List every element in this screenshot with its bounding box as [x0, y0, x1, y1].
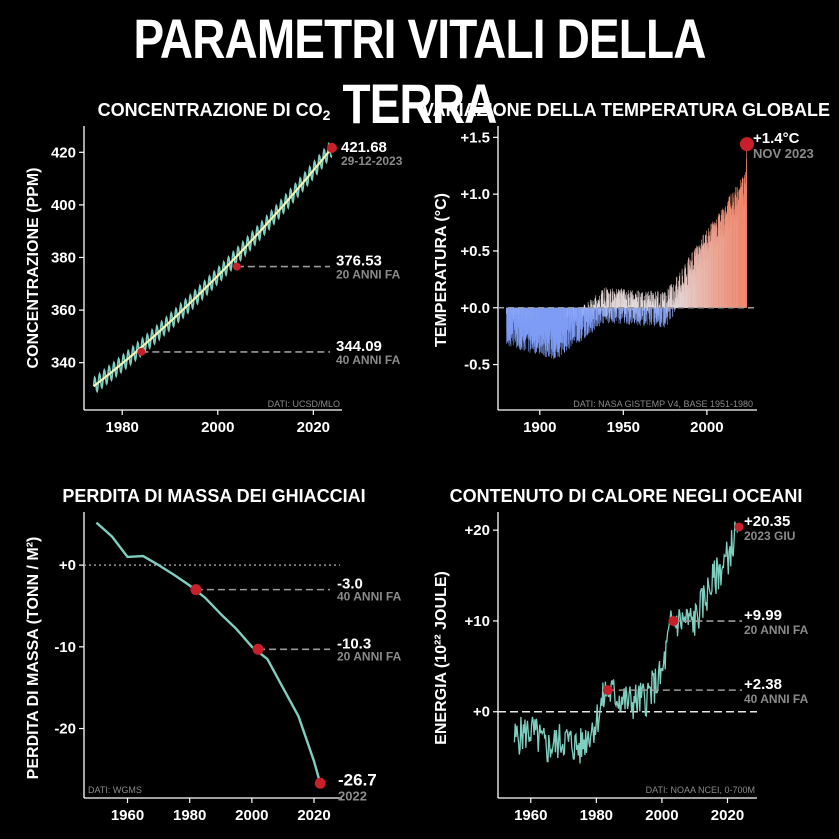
ocean-panel: CONTENUTO DI CALORE NEGLI OCEANI ENERGIA… — [433, 486, 809, 824]
glacier-annotation-value: -10.3 — [337, 635, 371, 652]
temp-xtick-label: 1950 — [607, 419, 640, 436]
temp-ytick-label: +1.0 — [460, 186, 490, 203]
ocean-ylabel: ENERGIA (10²² JOULE) — [433, 571, 450, 745]
ocean-ytick-label: +20 — [465, 522, 490, 539]
ocean-xtick-label: 1980 — [580, 807, 613, 824]
glacier-marker — [252, 643, 264, 655]
co2-ytick-label: 360 — [51, 302, 76, 319]
temperature-plot: 1900 1950 2000 -0.5 +0.0 +0.5 +1.0 +1.5 +1.4°CNO… — [460, 126, 814, 436]
ocean-marker — [734, 522, 744, 532]
ocean-line — [513, 521, 740, 764]
glacier-marker — [190, 584, 202, 596]
glacier-plot: 1960 1980 2000 2020 +0 -10 -20 -3.040 ANNI FA -1… — [54, 512, 402, 824]
co2-annotation-value: 376.53 — [336, 253, 382, 270]
ocean-ytick-label: +10 — [465, 613, 490, 630]
co2-ytick-label: 400 — [51, 197, 76, 214]
glacier-annotation-label: 40 ANNI FA — [337, 590, 402, 604]
ocean-annotation-label: 2023 GIU — [744, 529, 795, 543]
glacier-source: DATI: WGMS — [88, 785, 142, 795]
ocean-annotation-label: 40 ANNI FA — [744, 692, 809, 706]
glacier-annotation-value: -3.0 — [337, 576, 363, 593]
glacier-xtick-label: 1960 — [111, 807, 144, 824]
temperature-annotation-label: NOV 2023 — [753, 146, 814, 161]
co2-ytick-label: 420 — [51, 144, 76, 161]
glacier-xtick-label: 2000 — [235, 807, 268, 824]
ocean-annotation-value: +20.35 — [744, 513, 790, 530]
temperature-ylabel: TEMPERATURA (°C) — [433, 193, 450, 347]
ocean-annotation-value: +9.99 — [744, 607, 782, 624]
temperature-title: VARIAZIONE DELLA TEMPERATURA GLOBALE — [422, 100, 830, 120]
co2-ylabel: CONCENTRAZIONE (PPM) — [25, 168, 42, 369]
co2-annotation-value: 421.68 — [341, 139, 387, 156]
co2-monthly-line — [92, 141, 333, 394]
co2-xtick-label: 2000 — [201, 419, 234, 436]
glacier-annotation-value: -26.7 — [338, 770, 377, 789]
ocean-annotation-value: +2.38 — [744, 676, 782, 693]
co2-annotation-label: 40 ANNI FA — [336, 353, 401, 367]
temp-ytick-label: +0.5 — [460, 243, 490, 260]
temp-ytick-label: -0.5 — [464, 357, 490, 374]
co2-source: DATI: UCSD/MLO — [268, 399, 340, 409]
ocean-marker — [668, 616, 679, 627]
glacier-xtick-label: 2020 — [297, 807, 330, 824]
co2-annotation-label: 29-12-2023 — [341, 154, 403, 168]
temperature-source: DATI: NASA GISTEMP V4, BASE 1951-1980 — [573, 399, 753, 409]
co2-annotation-label: 20 ANNI FA — [336, 268, 401, 282]
ocean-ytick-label: +0 — [473, 704, 490, 721]
co2-marker — [326, 142, 337, 153]
glacier-ytick-label: -20 — [54, 721, 76, 738]
ocean-annotation-label: 20 ANNI FA — [744, 623, 809, 637]
glacier-ytick-label: +0 — [59, 557, 76, 574]
co2-annotation-value: 344.09 — [336, 338, 382, 355]
co2-title: CONCENTRAZIONE DI CO2 — [98, 100, 331, 123]
co2-plot: 1980 2000 2020 340 360 380 400 420 421.6829-12-2… — [51, 126, 403, 436]
temp-xtick-label: 2000 — [690, 419, 723, 436]
temperature-marker — [739, 137, 754, 152]
ocean-xtick-label: 2000 — [645, 807, 678, 824]
co2-xtick-label: 2020 — [297, 419, 330, 436]
glacier-panel: PERDITA DI MASSA DEI GHIACCIAI PERDITA D… — [25, 486, 402, 824]
glacier-ylabel: PERDITA DI MASSA (TONN / M²) — [25, 537, 42, 780]
temp-ytick-label: +0.0 — [460, 300, 490, 317]
ocean-source: DATI: NOAA NCEI, 0-700M — [646, 785, 755, 795]
co2-marker — [137, 347, 146, 356]
glacier-annotation-label: 2022 — [338, 788, 367, 803]
glacier-ytick-label: -10 — [54, 639, 76, 656]
temp-xtick-label: 1900 — [523, 419, 556, 436]
glacier-title: PERDITA DI MASSA DEI GHIACCIAI — [62, 486, 365, 506]
ocean-xtick-label: 1960 — [514, 807, 547, 824]
temp-ytick-label: +1.5 — [460, 129, 490, 146]
co2-trend-line — [92, 147, 333, 388]
temperature-panel: VARIAZIONE DELLA TEMPERATURA GLOBALE TEM… — [422, 100, 830, 436]
co2-panel: CONCENTRAZIONE DI CO2 CONCENTRAZIONE (PP… — [25, 100, 403, 436]
glacier-line — [95, 521, 322, 784]
glacier-xtick-label: 1980 — [173, 807, 206, 824]
temperature-annotation-value: +1.4°C — [753, 130, 800, 147]
ocean-marker — [602, 685, 613, 696]
co2-ytick-label: 340 — [51, 355, 76, 372]
co2-xtick-label: 1980 — [106, 419, 139, 436]
ocean-title: CONTENUTO DI CALORE NEGLI OCEANI — [450, 486, 803, 506]
temperature-bars — [506, 151, 747, 359]
glacier-marker — [314, 777, 326, 789]
co2-ytick-label: 380 — [51, 249, 76, 266]
co2-marker — [232, 262, 241, 271]
main-title: PARAMETRI VITALI DELLA TERRA — [133, 7, 706, 135]
ocean-xtick-label: 2020 — [711, 807, 744, 824]
glacier-annotation-label: 20 ANNI FA — [337, 649, 402, 663]
